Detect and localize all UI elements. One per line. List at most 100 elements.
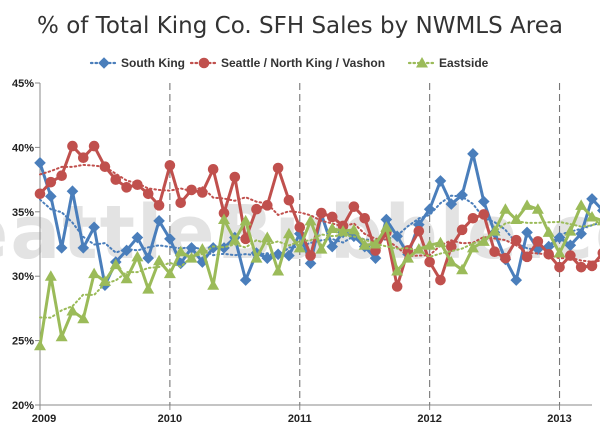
data-point bbox=[164, 160, 176, 171]
data-point bbox=[434, 236, 447, 248]
trendline bbox=[39, 219, 600, 319]
data-point bbox=[575, 261, 587, 273]
data-point bbox=[305, 250, 316, 261]
data-point bbox=[423, 203, 436, 216]
data-point bbox=[348, 201, 360, 212]
x-tick-label: 2011 bbox=[288, 413, 312, 425]
data-point bbox=[445, 241, 457, 252]
data-point bbox=[142, 188, 154, 200]
data-point bbox=[175, 197, 187, 209]
data-point bbox=[510, 234, 522, 246]
data-point bbox=[272, 265, 285, 276]
data-point bbox=[564, 239, 577, 252]
data-point bbox=[282, 227, 295, 239]
data-point bbox=[45, 190, 57, 203]
data-point bbox=[456, 263, 469, 275]
data-point bbox=[88, 221, 100, 234]
data-point bbox=[197, 187, 208, 198]
data-point bbox=[424, 256, 435, 268]
data-point bbox=[56, 170, 67, 182]
data-point bbox=[55, 242, 68, 254]
data-point bbox=[98, 275, 111, 286]
data-point bbox=[207, 163, 219, 175]
x-tick-label: 2012 bbox=[417, 413, 441, 425]
data-point bbox=[240, 233, 251, 245]
data-point bbox=[575, 199, 588, 210]
y-tick-label: 35% bbox=[12, 207, 34, 219]
data-point bbox=[66, 304, 79, 316]
data-point bbox=[251, 203, 262, 215]
y-tick-label: 25% bbox=[12, 336, 34, 348]
data-point bbox=[380, 213, 393, 226]
data-point bbox=[77, 312, 90, 324]
data-point bbox=[121, 182, 132, 193]
data-point bbox=[597, 248, 600, 258]
data-point bbox=[369, 252, 382, 264]
data-point bbox=[163, 267, 176, 279]
x-tick-label: 2013 bbox=[547, 413, 571, 425]
x-tick-label: 2010 bbox=[158, 413, 182, 425]
data-point bbox=[316, 207, 327, 219]
data-point bbox=[153, 254, 166, 266]
data-point bbox=[391, 230, 403, 243]
data-point bbox=[88, 140, 100, 152]
data-point bbox=[174, 257, 187, 270]
data-point bbox=[207, 279, 220, 290]
data-point bbox=[554, 261, 565, 273]
data-point bbox=[402, 252, 414, 263]
data-point bbox=[510, 274, 523, 286]
legend-item: Eastside bbox=[407, 56, 489, 70]
data-point bbox=[315, 243, 328, 254]
data-point bbox=[586, 210, 598, 222]
data-point bbox=[532, 236, 544, 247]
y-tick-label: 40% bbox=[12, 142, 34, 154]
data-point bbox=[413, 225, 425, 237]
chart-title: % of Total King Co. SFH Sales by NWMLS A… bbox=[37, 13, 563, 39]
data-point bbox=[326, 222, 339, 234]
data-point bbox=[153, 215, 165, 227]
data-point bbox=[196, 256, 209, 268]
data-point bbox=[44, 270, 57, 281]
data-point bbox=[434, 175, 447, 187]
data-point bbox=[586, 193, 598, 205]
data-point bbox=[326, 240, 339, 253]
data-point bbox=[218, 207, 230, 219]
data-point bbox=[412, 243, 425, 254]
data-point bbox=[77, 242, 90, 254]
data-point bbox=[597, 207, 600, 214]
trendline bbox=[39, 194, 600, 259]
data-point bbox=[489, 246, 500, 258]
data-point bbox=[596, 219, 600, 226]
data-point bbox=[416, 57, 428, 68]
y-tick-label: 45% bbox=[12, 78, 34, 90]
data-point bbox=[283, 194, 295, 206]
legend-label: Seattle / North King / Vashon bbox=[221, 56, 385, 70]
data-point bbox=[553, 247, 566, 258]
data-point bbox=[304, 214, 317, 226]
data-point bbox=[456, 224, 468, 236]
chart-legend: South King Seattle / North King / Vashon E… bbox=[89, 56, 489, 70]
data-point bbox=[229, 171, 241, 183]
data-point bbox=[542, 226, 555, 237]
data-point bbox=[110, 174, 122, 185]
data-point bbox=[294, 221, 306, 233]
data-point bbox=[77, 152, 89, 164]
data-point bbox=[564, 225, 577, 236]
data-point bbox=[499, 203, 512, 214]
data-point bbox=[531, 203, 544, 214]
data-point bbox=[98, 57, 110, 69]
data-point bbox=[261, 231, 274, 243]
data-point bbox=[391, 281, 403, 292]
data-point bbox=[198, 57, 210, 69]
series-eastside bbox=[34, 199, 600, 351]
data-point bbox=[369, 238, 382, 249]
data-point bbox=[142, 283, 155, 294]
chart-axes: 20% 25% 30% 35% 40% 45% 2009 2010 2011 2012 2013 bbox=[12, 78, 592, 425]
data-point bbox=[586, 260, 598, 272]
data-point bbox=[326, 211, 338, 223]
data-point bbox=[131, 250, 144, 262]
data-point bbox=[164, 233, 176, 245]
data-point bbox=[380, 221, 393, 232]
